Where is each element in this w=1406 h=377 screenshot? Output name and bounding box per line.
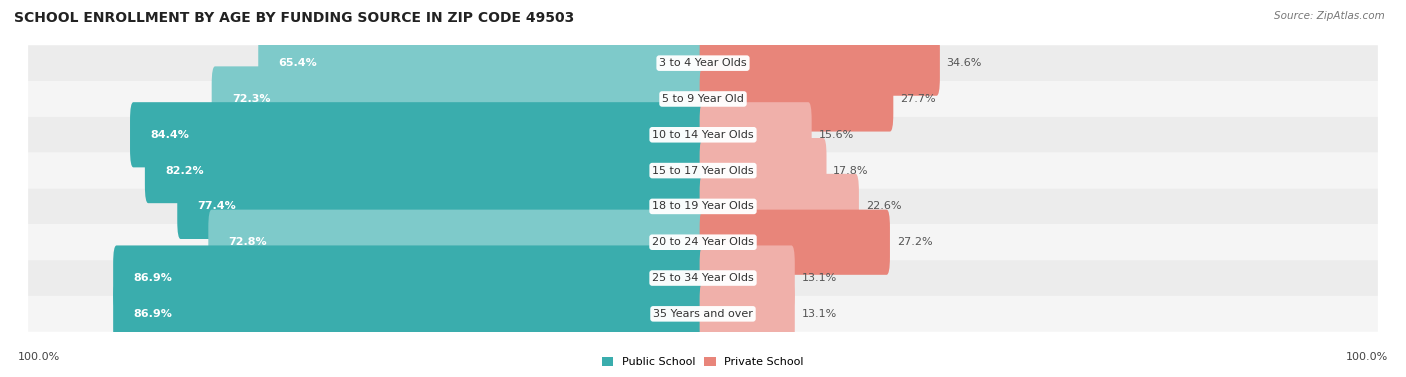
Text: 72.8%: 72.8% [229, 237, 267, 247]
Text: 5 to 9 Year Old: 5 to 9 Year Old [662, 94, 744, 104]
FancyBboxPatch shape [700, 138, 827, 203]
FancyBboxPatch shape [212, 66, 706, 132]
FancyBboxPatch shape [700, 31, 939, 96]
FancyBboxPatch shape [129, 102, 706, 167]
Text: 13.1%: 13.1% [801, 273, 837, 283]
FancyBboxPatch shape [700, 245, 794, 311]
Text: 13.1%: 13.1% [801, 309, 837, 319]
Text: 25 to 34 Year Olds: 25 to 34 Year Olds [652, 273, 754, 283]
Text: 84.4%: 84.4% [150, 130, 190, 140]
FancyBboxPatch shape [28, 224, 1378, 260]
Text: 15.6%: 15.6% [818, 130, 853, 140]
Text: 27.7%: 27.7% [900, 94, 935, 104]
Text: 65.4%: 65.4% [278, 58, 318, 68]
Text: 86.9%: 86.9% [134, 309, 173, 319]
Text: 35 Years and over: 35 Years and over [652, 309, 754, 319]
Text: 82.2%: 82.2% [165, 166, 204, 176]
Text: Source: ZipAtlas.com: Source: ZipAtlas.com [1274, 11, 1385, 21]
FancyBboxPatch shape [700, 210, 890, 275]
Text: 18 to 19 Year Olds: 18 to 19 Year Olds [652, 201, 754, 211]
Text: 3 to 4 Year Olds: 3 to 4 Year Olds [659, 58, 747, 68]
FancyBboxPatch shape [208, 210, 706, 275]
FancyBboxPatch shape [28, 296, 1378, 332]
FancyBboxPatch shape [112, 245, 706, 311]
Legend: Public School, Private School: Public School, Private School [598, 352, 808, 371]
FancyBboxPatch shape [700, 66, 893, 132]
Text: 17.8%: 17.8% [834, 166, 869, 176]
FancyBboxPatch shape [112, 281, 706, 346]
Text: SCHOOL ENROLLMENT BY AGE BY FUNDING SOURCE IN ZIP CODE 49503: SCHOOL ENROLLMENT BY AGE BY FUNDING SOUR… [14, 11, 574, 25]
Text: 10 to 14 Year Olds: 10 to 14 Year Olds [652, 130, 754, 140]
FancyBboxPatch shape [28, 153, 1378, 188]
FancyBboxPatch shape [28, 188, 1378, 224]
Text: 20 to 24 Year Olds: 20 to 24 Year Olds [652, 237, 754, 247]
FancyBboxPatch shape [28, 81, 1378, 117]
FancyBboxPatch shape [700, 102, 811, 167]
FancyBboxPatch shape [145, 138, 706, 203]
Text: 72.3%: 72.3% [232, 94, 270, 104]
Text: 100.0%: 100.0% [1346, 352, 1388, 362]
FancyBboxPatch shape [177, 174, 706, 239]
FancyBboxPatch shape [28, 45, 1378, 81]
Text: 77.4%: 77.4% [197, 201, 236, 211]
Text: 22.6%: 22.6% [866, 201, 901, 211]
Text: 27.2%: 27.2% [897, 237, 932, 247]
Text: 34.6%: 34.6% [946, 58, 981, 68]
FancyBboxPatch shape [28, 117, 1378, 153]
FancyBboxPatch shape [700, 174, 859, 239]
FancyBboxPatch shape [700, 281, 794, 346]
Text: 100.0%: 100.0% [18, 352, 60, 362]
FancyBboxPatch shape [28, 260, 1378, 296]
FancyBboxPatch shape [259, 31, 706, 96]
Text: 15 to 17 Year Olds: 15 to 17 Year Olds [652, 166, 754, 176]
Text: 86.9%: 86.9% [134, 273, 173, 283]
